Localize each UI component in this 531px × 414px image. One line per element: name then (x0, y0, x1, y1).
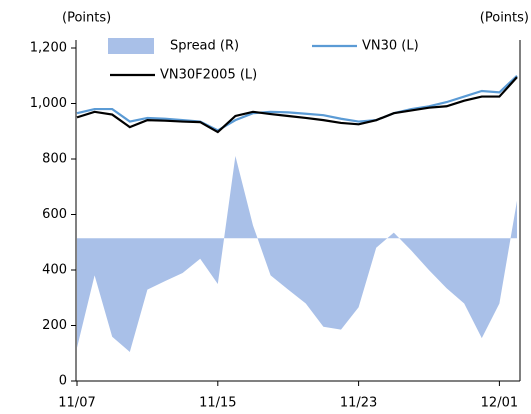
y-tick-label: 200 (42, 318, 67, 333)
legend-label: VN30 (L) (362, 39, 419, 54)
series-line (76, 74, 518, 132)
y-tick-label: 800 (42, 152, 67, 167)
legend-label: Spread (R) (170, 39, 239, 54)
y-tick-label: 400 (42, 263, 67, 278)
legend-swatch (108, 38, 154, 54)
x-tick-label: 11/07 (58, 396, 95, 411)
y-tick-label: 1,000 (30, 96, 67, 111)
y-tick-label: 0 (59, 374, 67, 389)
series-line (76, 76, 518, 134)
y-axis-label: (Points) (62, 11, 111, 26)
x-tick-label: 11/23 (340, 396, 377, 411)
y-tick-label: 1,200 (30, 41, 67, 56)
legend-label: VN30F2005 (L) (160, 68, 257, 83)
y2-axis-label: (Points) (480, 11, 529, 26)
x-tick-label: 12/01 (481, 396, 518, 411)
y-tick-label: 600 (42, 207, 67, 222)
spread-area (77, 155, 517, 352)
x-tick-label: 11/15 (199, 396, 236, 411)
